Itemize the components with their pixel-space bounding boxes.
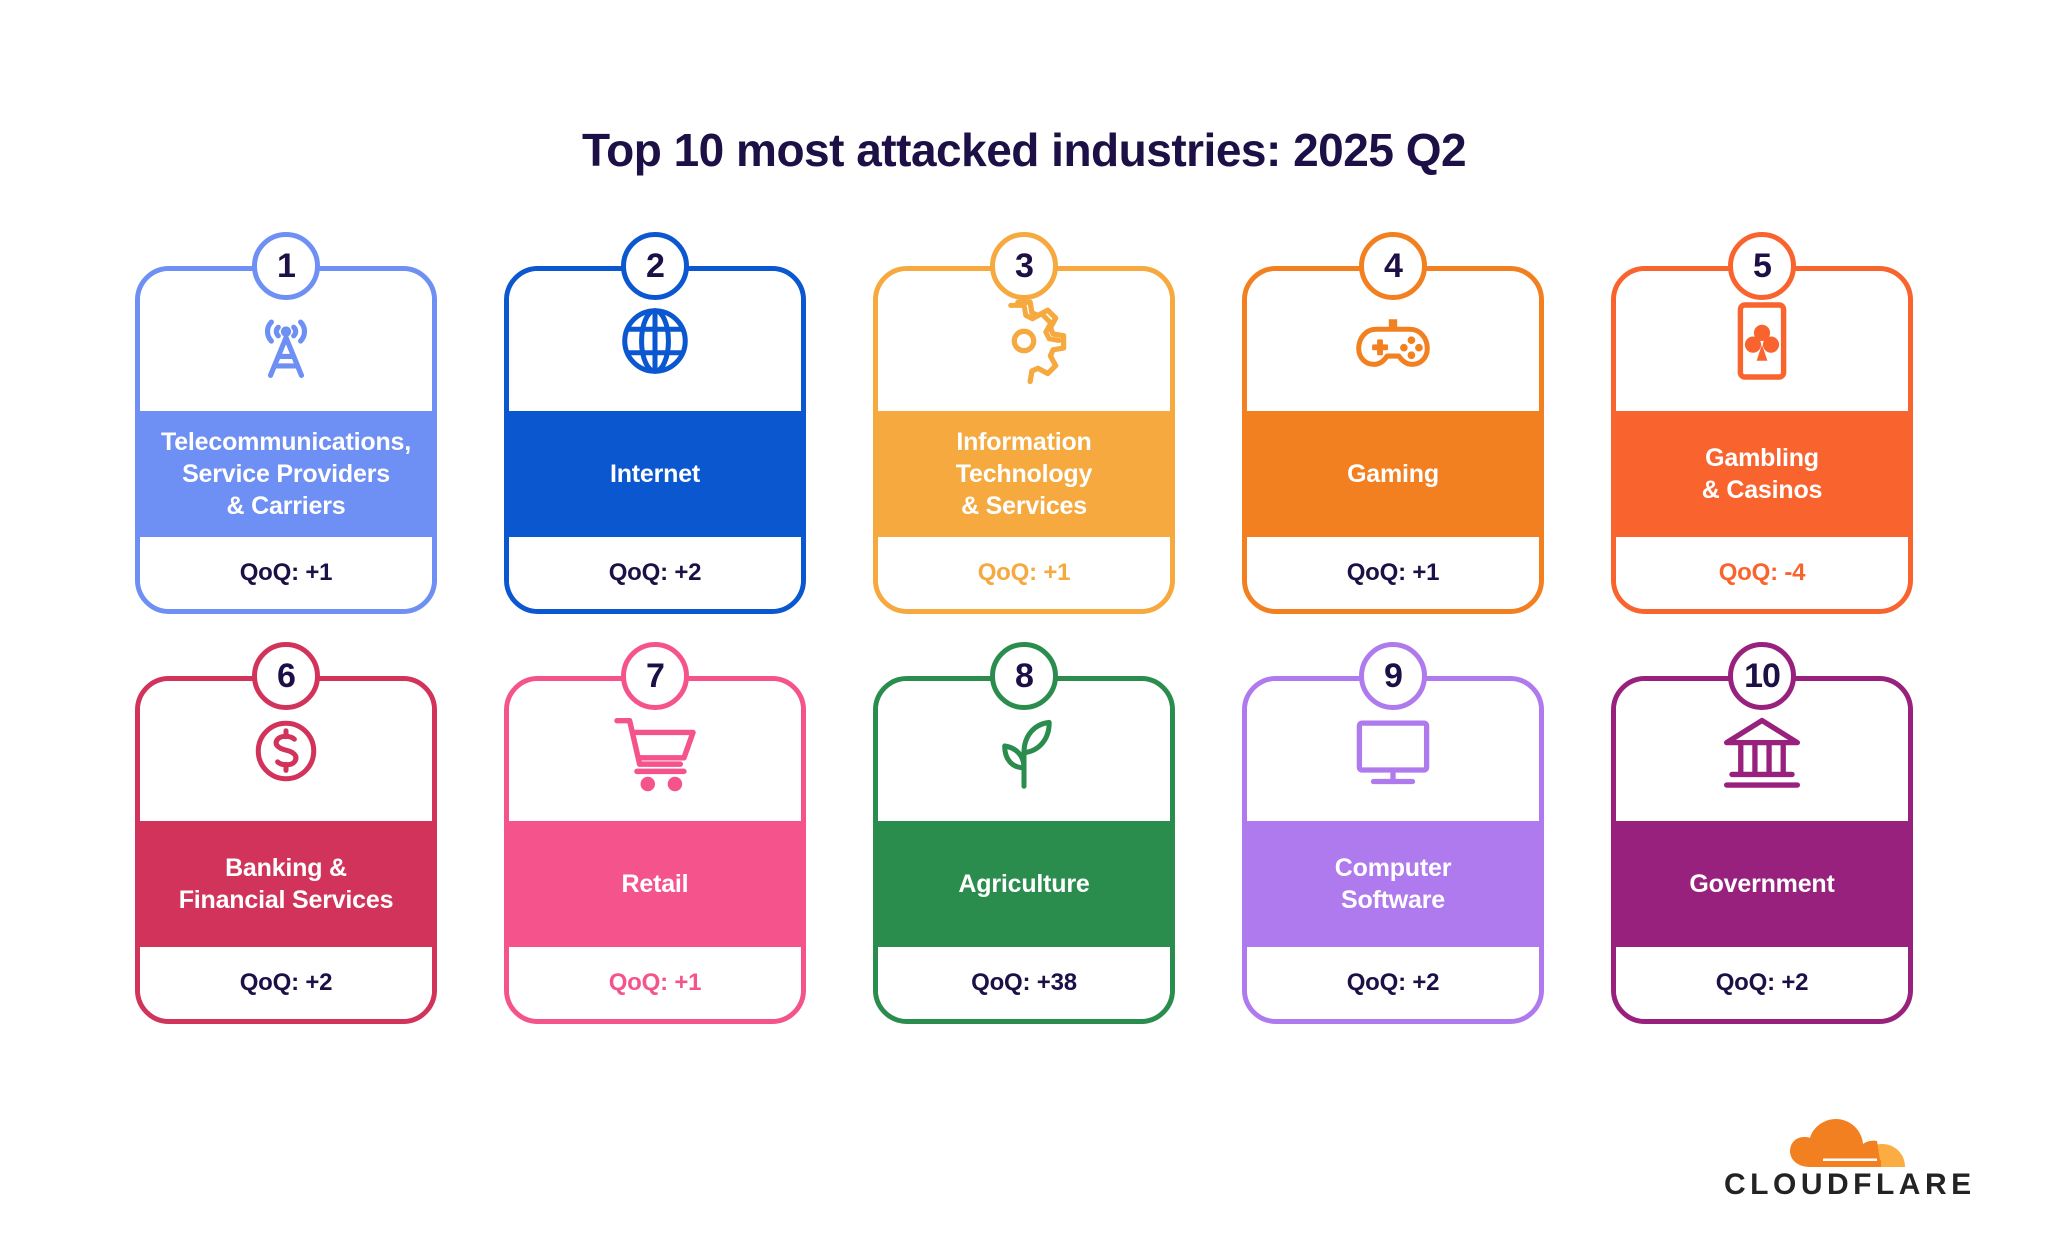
rank-badge: 10: [1728, 641, 1796, 710]
qoq-change: QoQ: +1: [1346, 558, 1440, 586]
rank-number: 2: [646, 246, 665, 285]
industry-card[interactable]: Retail QoQ: +1 7: [504, 641, 806, 1024]
qoq-footer: QoQ: +2: [140, 946, 432, 1019]
industry-label-band: Agriculture: [878, 820, 1170, 947]
industry-label: Gambling & Casinos: [1701, 443, 1823, 504]
industry-label: Information Technology & Services: [955, 427, 1093, 520]
industry-card[interactable]: Gaming QoQ: +1 4: [1242, 231, 1544, 614]
rank-badge: 3: [990, 231, 1058, 300]
industry-card[interactable]: Agriculture QoQ: +38 8: [873, 641, 1175, 1024]
qoq-change: QoQ: +2: [239, 968, 333, 996]
industry-label: Government: [1689, 869, 1835, 898]
industry-label: Computer Software: [1334, 853, 1452, 914]
page-title: Top 10 most attacked industries: 2025 Q2: [581, 123, 1467, 176]
rank-badge: 7: [621, 641, 689, 710]
cloud-icon: [1790, 1118, 1905, 1167]
card-body: Computer Software QoQ: +2: [1242, 675, 1544, 1024]
industry-label-band: Information Technology & Services: [878, 410, 1170, 537]
industry-label-band: Gaming: [1247, 410, 1539, 537]
industry-label-band: Banking & Financial Services: [140, 820, 432, 947]
qoq-change: QoQ: +1: [977, 558, 1071, 586]
industry-label: Gaming: [1347, 459, 1439, 488]
card-body: Banking & Financial Services QoQ: +2: [135, 675, 437, 1024]
industry-label-band: Government: [1616, 820, 1908, 947]
industry-card[interactable]: Government QoQ: +2 10: [1611, 641, 1913, 1024]
card-body: Agriculture QoQ: +38: [873, 675, 1175, 1024]
industry-card-grid: Telecommunications, Service Providers & Ca…: [135, 204, 1913, 1024]
industry-card[interactable]: Gambling & Casinos QoQ: -4 5: [1611, 231, 1913, 614]
card-body: Government QoQ: +2: [1611, 675, 1913, 1024]
rank-number: 10: [1744, 656, 1781, 695]
qoq-footer: QoQ: +1: [509, 946, 801, 1019]
qoq-change: QoQ: +1: [239, 558, 333, 586]
industry-label: Retail: [621, 869, 689, 898]
cloudflare-wordmark: CLOUDFLARE: [1724, 1167, 1976, 1201]
qoq-change: QoQ: +2: [1346, 968, 1440, 996]
rank-number: 1: [277, 246, 296, 285]
industry-label: Telecommunications, Service Providers & Ca…: [161, 427, 411, 520]
qoq-footer: QoQ: +2: [1247, 946, 1539, 1019]
industry-label-band: Retail: [509, 820, 801, 947]
rank-number: 8: [1015, 656, 1034, 695]
industry-card[interactable]: Computer Software QoQ: +2 9: [1242, 641, 1544, 1024]
qoq-footer: QoQ: +2: [1616, 946, 1908, 1019]
qoq-change: QoQ: +2: [608, 558, 702, 586]
qoq-change: QoQ: +1: [608, 968, 702, 996]
rank-number: 3: [1015, 246, 1034, 285]
rank-number: 5: [1753, 246, 1772, 285]
rank-number: 7: [646, 656, 665, 695]
rank-badge: 9: [1359, 641, 1427, 710]
qoq-footer: QoQ: +1: [1247, 536, 1539, 609]
infographic-page: Top 10 most attacked industries: 2025 Q2…: [0, 31, 2048, 1244]
industry-card[interactable]: Telecommunications, Service Providers & Ca…: [135, 231, 437, 614]
industry-card[interactable]: Banking & Financial Services QoQ: +2 6: [135, 641, 437, 1024]
card-body: Gambling & Casinos QoQ: -4: [1611, 265, 1913, 614]
qoq-footer: QoQ: +1: [878, 536, 1170, 609]
rank-badge: 1: [252, 231, 320, 300]
qoq-change: QoQ: +38: [971, 968, 1077, 996]
card-body: Internet QoQ: +2: [504, 265, 806, 614]
rank-badge: 2: [621, 231, 689, 300]
card-body: Retail QoQ: +1: [504, 675, 806, 1024]
qoq-footer: QoQ: +1: [140, 536, 432, 609]
industry-label: Internet: [609, 459, 701, 488]
rank-number: 4: [1384, 246, 1403, 285]
industry-label-band: Gambling & Casinos: [1616, 410, 1908, 537]
qoq-change: QoQ: +2: [1715, 968, 1809, 996]
card-body: Gaming QoQ: +1: [1242, 265, 1544, 614]
qoq-footer: QoQ: +38: [878, 946, 1170, 1019]
cloudflare-logo: CLOUDFLARE: [1724, 1118, 1976, 1201]
card-body: Information Technology & Services QoQ: +1: [873, 265, 1175, 614]
industry-card[interactable]: Internet QoQ: +2 2: [504, 231, 806, 614]
rank-number: 9: [1384, 656, 1403, 695]
qoq-change: QoQ: -4: [1718, 558, 1806, 586]
industry-label-band: Computer Software: [1247, 820, 1539, 947]
industry-label-band: Telecommunications, Service Providers & Ca…: [140, 410, 432, 537]
gear-icon: [878, 270, 1170, 411]
industry-label: Agriculture: [958, 869, 1090, 898]
rank-badge: 4: [1359, 231, 1427, 300]
rank-badge: 8: [990, 641, 1058, 710]
qoq-footer: QoQ: +2: [509, 536, 801, 609]
industry-label-band: Internet: [509, 410, 801, 537]
industry-card[interactable]: Information Technology & Services QoQ: +1 3: [873, 231, 1175, 614]
qoq-footer: QoQ: -4: [1616, 536, 1908, 609]
card-body: Telecommunications, Service Providers & Ca…: [135, 265, 437, 614]
rank-badge: 5: [1728, 231, 1796, 300]
industry-label: Banking & Financial Services: [178, 853, 394, 914]
rank-badge: 6: [252, 641, 320, 710]
rank-number: 6: [277, 656, 296, 695]
